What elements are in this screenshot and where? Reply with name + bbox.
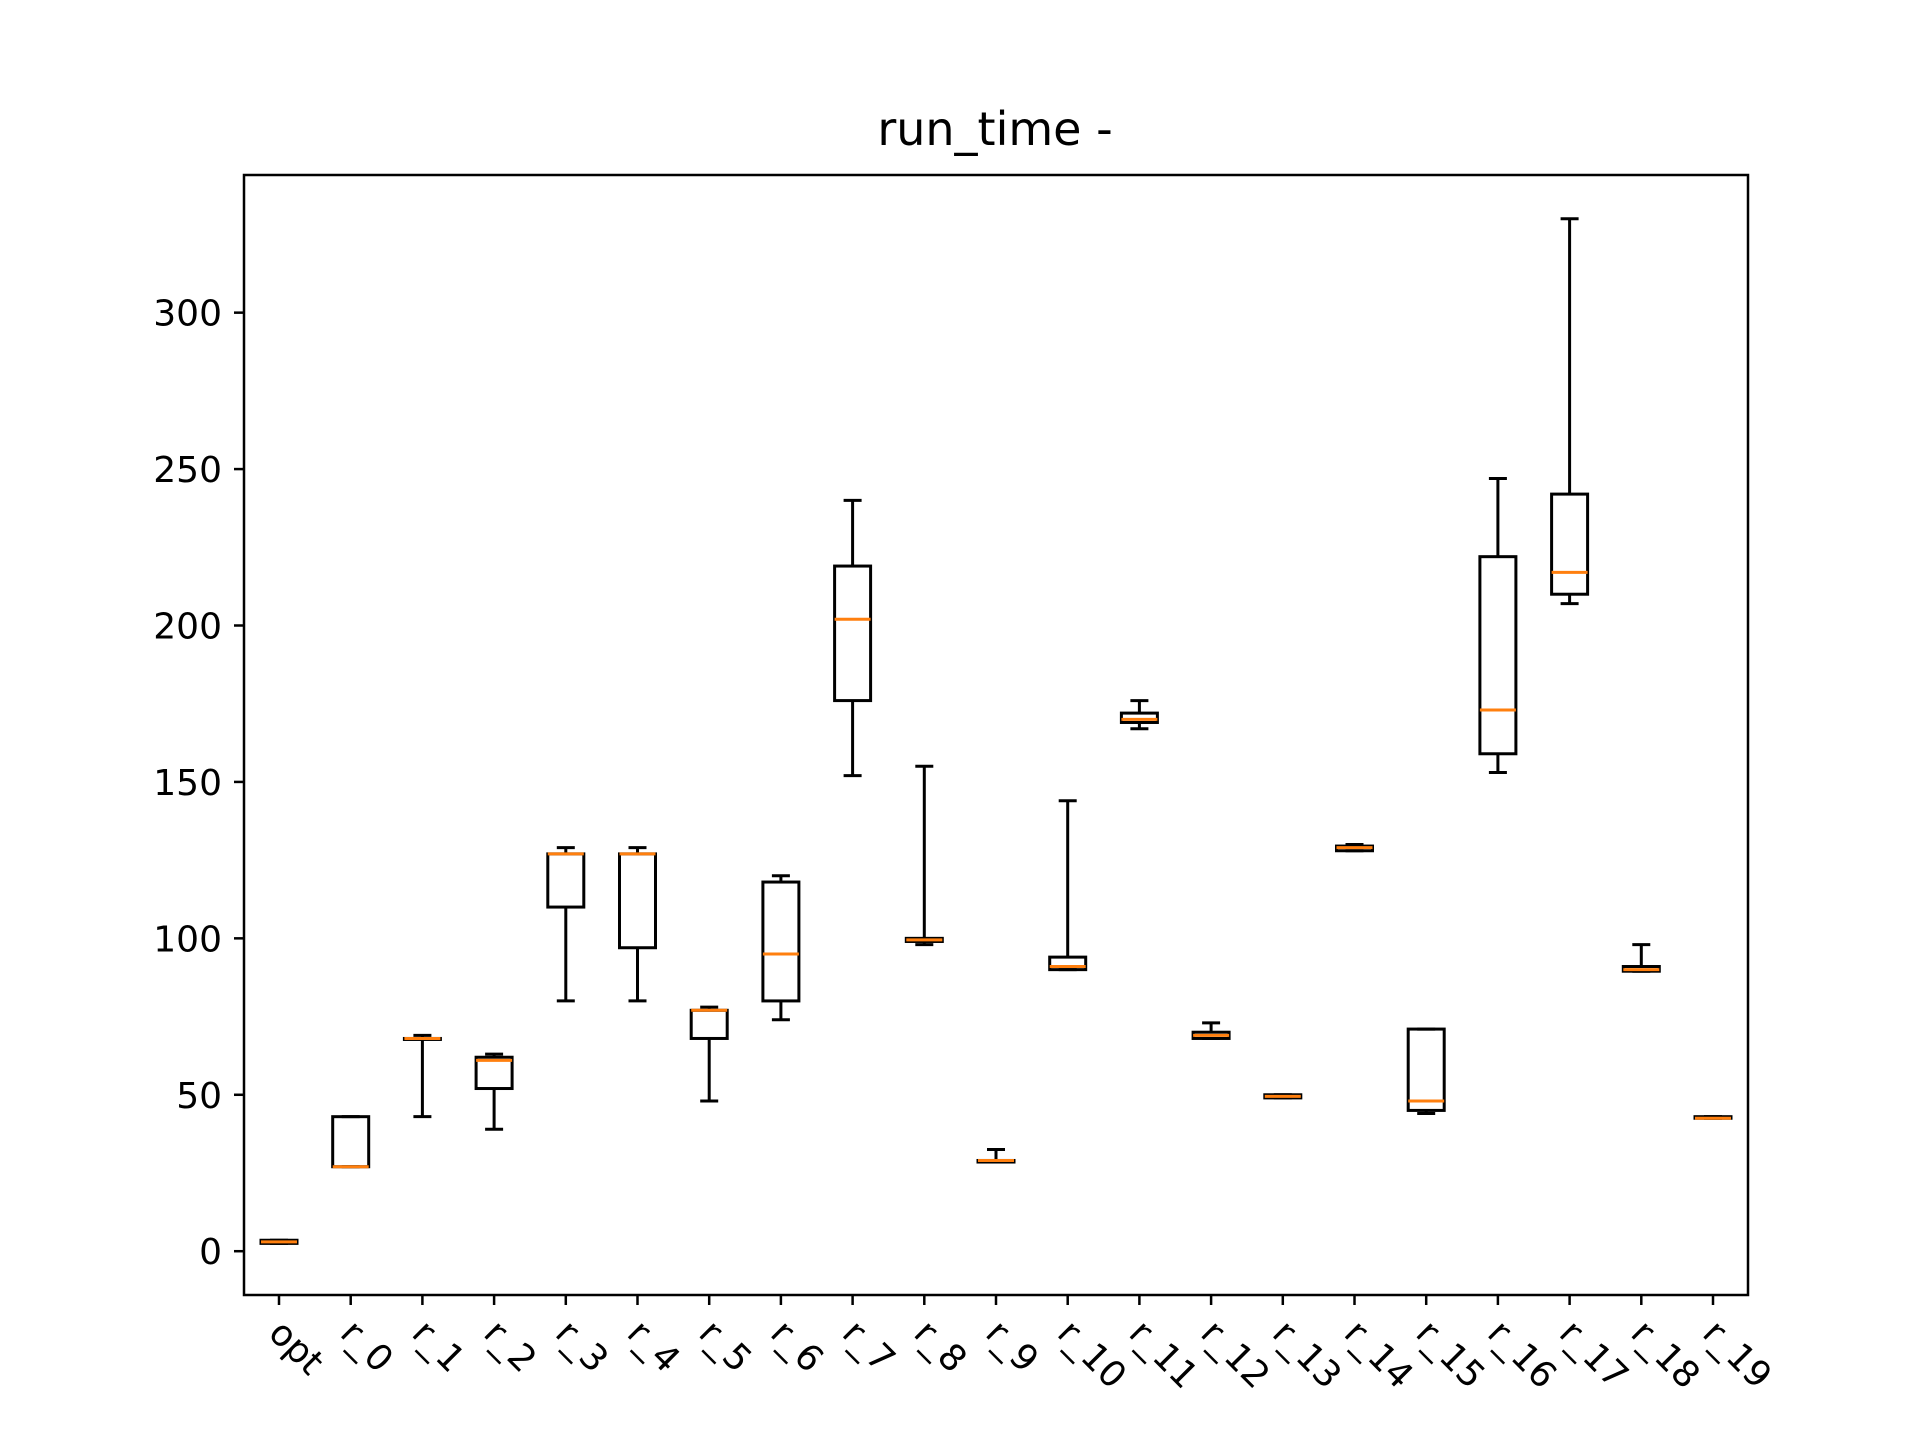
box-r_17 [1550, 217, 1590, 606]
iqr-box [1406, 1027, 1446, 1112]
y-tick-label: 300 [153, 294, 222, 335]
box-r_2 [474, 1052, 514, 1131]
box-r_1 [402, 1033, 442, 1119]
iqr-box [1478, 555, 1518, 756]
box-r_18 [1621, 943, 1661, 973]
box-series [259, 217, 1733, 1245]
iqr-box [689, 1008, 729, 1040]
iqr-box [761, 880, 801, 1003]
box-opt [259, 1238, 299, 1245]
y-tick-label: 150 [153, 763, 222, 804]
x-tick-label: r_17 [1551, 1312, 1636, 1397]
box-r_0 [331, 1115, 371, 1169]
iqr-box [1550, 492, 1590, 596]
x-tick-label: r_13 [1264, 1312, 1349, 1397]
box-r_15 [1406, 1027, 1446, 1116]
x-tick-label: r_7 [834, 1312, 902, 1380]
x-tick-label: r_1 [404, 1312, 472, 1380]
x-tick-label: r_19 [1695, 1312, 1780, 1397]
x-tick-label: r_6 [763, 1312, 831, 1380]
x-tick-label: r_4 [619, 1312, 687, 1380]
y-axis: 0 50 100 150 200 250 300 [153, 294, 244, 1273]
x-tick-label: r_18 [1623, 1312, 1708, 1397]
iqr-box [1048, 955, 1088, 972]
x-tick-label: r_10 [1049, 1312, 1134, 1397]
x-tick-label: r_15 [1408, 1312, 1493, 1397]
x-tick-label: r_2 [476, 1312, 544, 1380]
x-tick-label: r_16 [1480, 1312, 1565, 1397]
box-r_9 [976, 1148, 1016, 1164]
box-r_6 [761, 874, 801, 1022]
x-tick-label: r_0 [332, 1312, 400, 1380]
box-r_13 [1263, 1093, 1303, 1100]
iqr-box [474, 1055, 514, 1091]
y-tick-label: 0 [199, 1232, 222, 1273]
axes-frame [242, 173, 1750, 1297]
iqr-box [833, 564, 873, 703]
box-r_7 [833, 498, 873, 778]
x-tick-label: r_5 [691, 1312, 759, 1380]
x-tick-label: r_8 [906, 1312, 974, 1380]
box-r_10 [1048, 799, 1088, 972]
chart-title: run_time - [877, 102, 1112, 156]
y-tick-label: 200 [153, 607, 222, 648]
y-tick-label: 50 [176, 1076, 222, 1117]
iqr-box [1119, 711, 1159, 724]
box-r_5 [689, 1005, 729, 1103]
x-tick-label: r_3 [547, 1312, 615, 1380]
y-tick-label: 250 [153, 450, 222, 491]
y-tick-label: 100 [153, 919, 222, 960]
box-r_8 [904, 764, 944, 947]
box-r_14 [1335, 842, 1374, 853]
iqr-box [331, 1115, 371, 1169]
x-tick-label: r_9 [978, 1312, 1046, 1380]
x-tick-label: r_14 [1336, 1312, 1421, 1397]
iqr-box [546, 852, 586, 909]
box-r_12 [1191, 1021, 1231, 1040]
box-r_16 [1478, 476, 1518, 775]
x-axis: opt r_0 r_1 r_2 r_3 r_4 r_5 r_6 r_7 r_8 r_9 r_10r_1… [261, 1295, 1780, 1397]
box-r_3 [546, 846, 586, 1003]
box-r_4 [618, 846, 657, 1003]
iqr-box [618, 852, 657, 950]
x-tick-label: r_11 [1121, 1312, 1206, 1397]
x-tick-label: r_12 [1193, 1312, 1278, 1397]
plot-area: 0 50 100 150 200 250 300 opt r_0 r_1 r_2 r_3 r_4 r_5… [153, 173, 1780, 1397]
box-r_19 [1693, 1115, 1733, 1120]
x-tick-label: opt [261, 1312, 332, 1383]
box-r_11 [1119, 699, 1159, 731]
